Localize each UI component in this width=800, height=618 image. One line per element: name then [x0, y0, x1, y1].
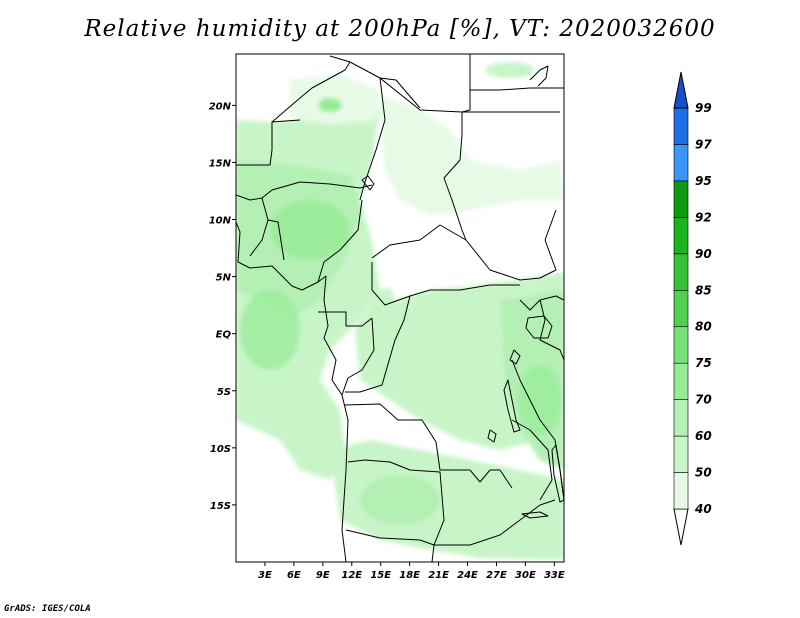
border-ethiopia	[544, 209, 557, 271]
colorbar-segment	[673, 472, 689, 510]
humidity-field	[236, 54, 564, 562]
border-nigeria-cameroon	[317, 199, 363, 283]
colorbar-label: 90	[695, 247, 712, 261]
grads-credit: GrADS: IGES/COLA	[4, 604, 91, 614]
dry-region-ocean	[236, 430, 310, 562]
humidity-region-sahara	[380, 95, 564, 215]
border-chad-car	[371, 224, 467, 259]
colorbar-label: 50	[695, 466, 712, 480]
lon-tick-label: 27E	[486, 570, 507, 581]
border-mauritania-mali	[236, 119, 301, 166]
colorbar-segment	[673, 326, 689, 364]
border-niger-algeria	[349, 61, 421, 109]
humidity-pocket	[360, 475, 440, 525]
border-zambia-malawi	[511, 419, 553, 501]
lake-albert	[509, 349, 521, 365]
lat-tick-label: 10N	[209, 216, 232, 227]
border-congo	[341, 317, 375, 396]
map-frame	[235, 53, 565, 563]
colorbar-label: 85	[695, 283, 712, 297]
colorbar-segment	[673, 253, 689, 291]
colorbar-label: 97	[695, 137, 712, 151]
humidity-pocket	[240, 290, 300, 370]
border-libya-egypt	[461, 54, 471, 113]
lon-tick-label: 18E	[399, 570, 420, 581]
lon-tick-label: 30E	[515, 570, 536, 581]
coastline-west	[236, 221, 349, 562]
lat-tick-label: 5S	[217, 387, 231, 398]
colorbar-bottom-arrow	[673, 508, 689, 546]
colorbar-label: 70	[695, 393, 712, 407]
lake-kariba	[521, 511, 549, 519]
border-car-drc	[371, 262, 520, 306]
border-niger-chad	[359, 77, 386, 201]
colorbar-segment	[673, 362, 689, 400]
lat-tick-label: EQ	[216, 330, 232, 341]
humidity-pocket	[485, 62, 535, 78]
border-car-sudan	[465, 239, 557, 281]
lat-tick-label: 10S	[210, 444, 231, 455]
colorbar-segment	[673, 107, 689, 145]
border-chad-sudan	[443, 134, 467, 241]
border-angola-south	[347, 459, 556, 546]
lake-malawi	[551, 444, 564, 503]
border-mali-algeria	[271, 55, 351, 123]
colorbar-label: 99	[695, 101, 712, 115]
colorbar-label: 80	[695, 320, 712, 334]
latitude-axis: 20N 15N 10N 5N EQ 5S 10S 15S	[209, 101, 236, 512]
map-title: Relative humidity at 200hPa [%], VT: 202…	[84, 16, 716, 42]
lat-tick-label: 15S	[210, 501, 231, 512]
border-niger-nigeria	[271, 181, 373, 191]
lon-tick-label: 9E	[316, 570, 330, 581]
colorbar-segment	[673, 399, 689, 437]
humidity-region-south	[330, 440, 564, 560]
border-namibia	[345, 529, 435, 562]
humidity-pocket	[518, 365, 562, 435]
dry-region-car	[380, 230, 490, 300]
border-senegal-guinea	[236, 194, 269, 257]
colorbar-label: 75	[695, 356, 712, 370]
coastline-red-sea	[529, 65, 549, 87]
border-chad-libya	[379, 77, 463, 135]
country-borders	[236, 54, 564, 562]
border-cameroon-gabon	[318, 311, 373, 327]
lon-tick-label: 15E	[370, 570, 391, 581]
colorbar-top-arrow	[673, 71, 689, 109]
colorbar-segment	[673, 180, 689, 218]
coastline-nile	[470, 87, 564, 91]
lake-victoria	[525, 315, 553, 339]
lake-mweru	[487, 429, 497, 443]
colorbar-segment	[673, 217, 689, 255]
lon-tick-label: 21E	[428, 570, 449, 581]
colorbar-label: 40	[694, 502, 712, 516]
lon-tick-label: 33E	[544, 570, 565, 581]
lake-chad	[361, 175, 375, 191]
colorbar-label: 92	[695, 210, 712, 224]
lon-tick-label: 12E	[341, 570, 362, 581]
longitude-axis: 3E 6E 9E 12E 15E 18E 21E 24E 27E 30E 33E	[258, 562, 565, 581]
colorbar-segment	[673, 144, 689, 182]
lat-tick-label: 15N	[209, 158, 232, 169]
lat-tick-label: 20N	[209, 101, 232, 112]
colorbar: 40 50 60 70 75 80 85 90 92 95 97 99	[673, 71, 712, 546]
colorbar-label: 95	[695, 174, 712, 188]
border-uganda-kenya	[539, 299, 564, 361]
lon-tick-label: 3E	[258, 570, 272, 581]
humidity-pocket	[318, 98, 342, 112]
border-ghana-ivorycoast	[261, 189, 273, 199]
border-togo	[267, 219, 285, 261]
lat-tick-label: 5N	[216, 273, 232, 284]
humidity-pocket	[270, 200, 350, 260]
border-drc-angola	[344, 403, 513, 489]
dry-region-sudan	[470, 78, 564, 160]
colorbar-label: 60	[695, 429, 712, 443]
colorbar-segment	[673, 435, 689, 473]
lon-tick-label: 6E	[287, 570, 301, 581]
lake-tanganyika	[503, 379, 521, 433]
lon-tick-label: 24E	[457, 570, 478, 581]
border-drc-congo	[345, 295, 411, 393]
colorbar-segment	[673, 289, 689, 328]
